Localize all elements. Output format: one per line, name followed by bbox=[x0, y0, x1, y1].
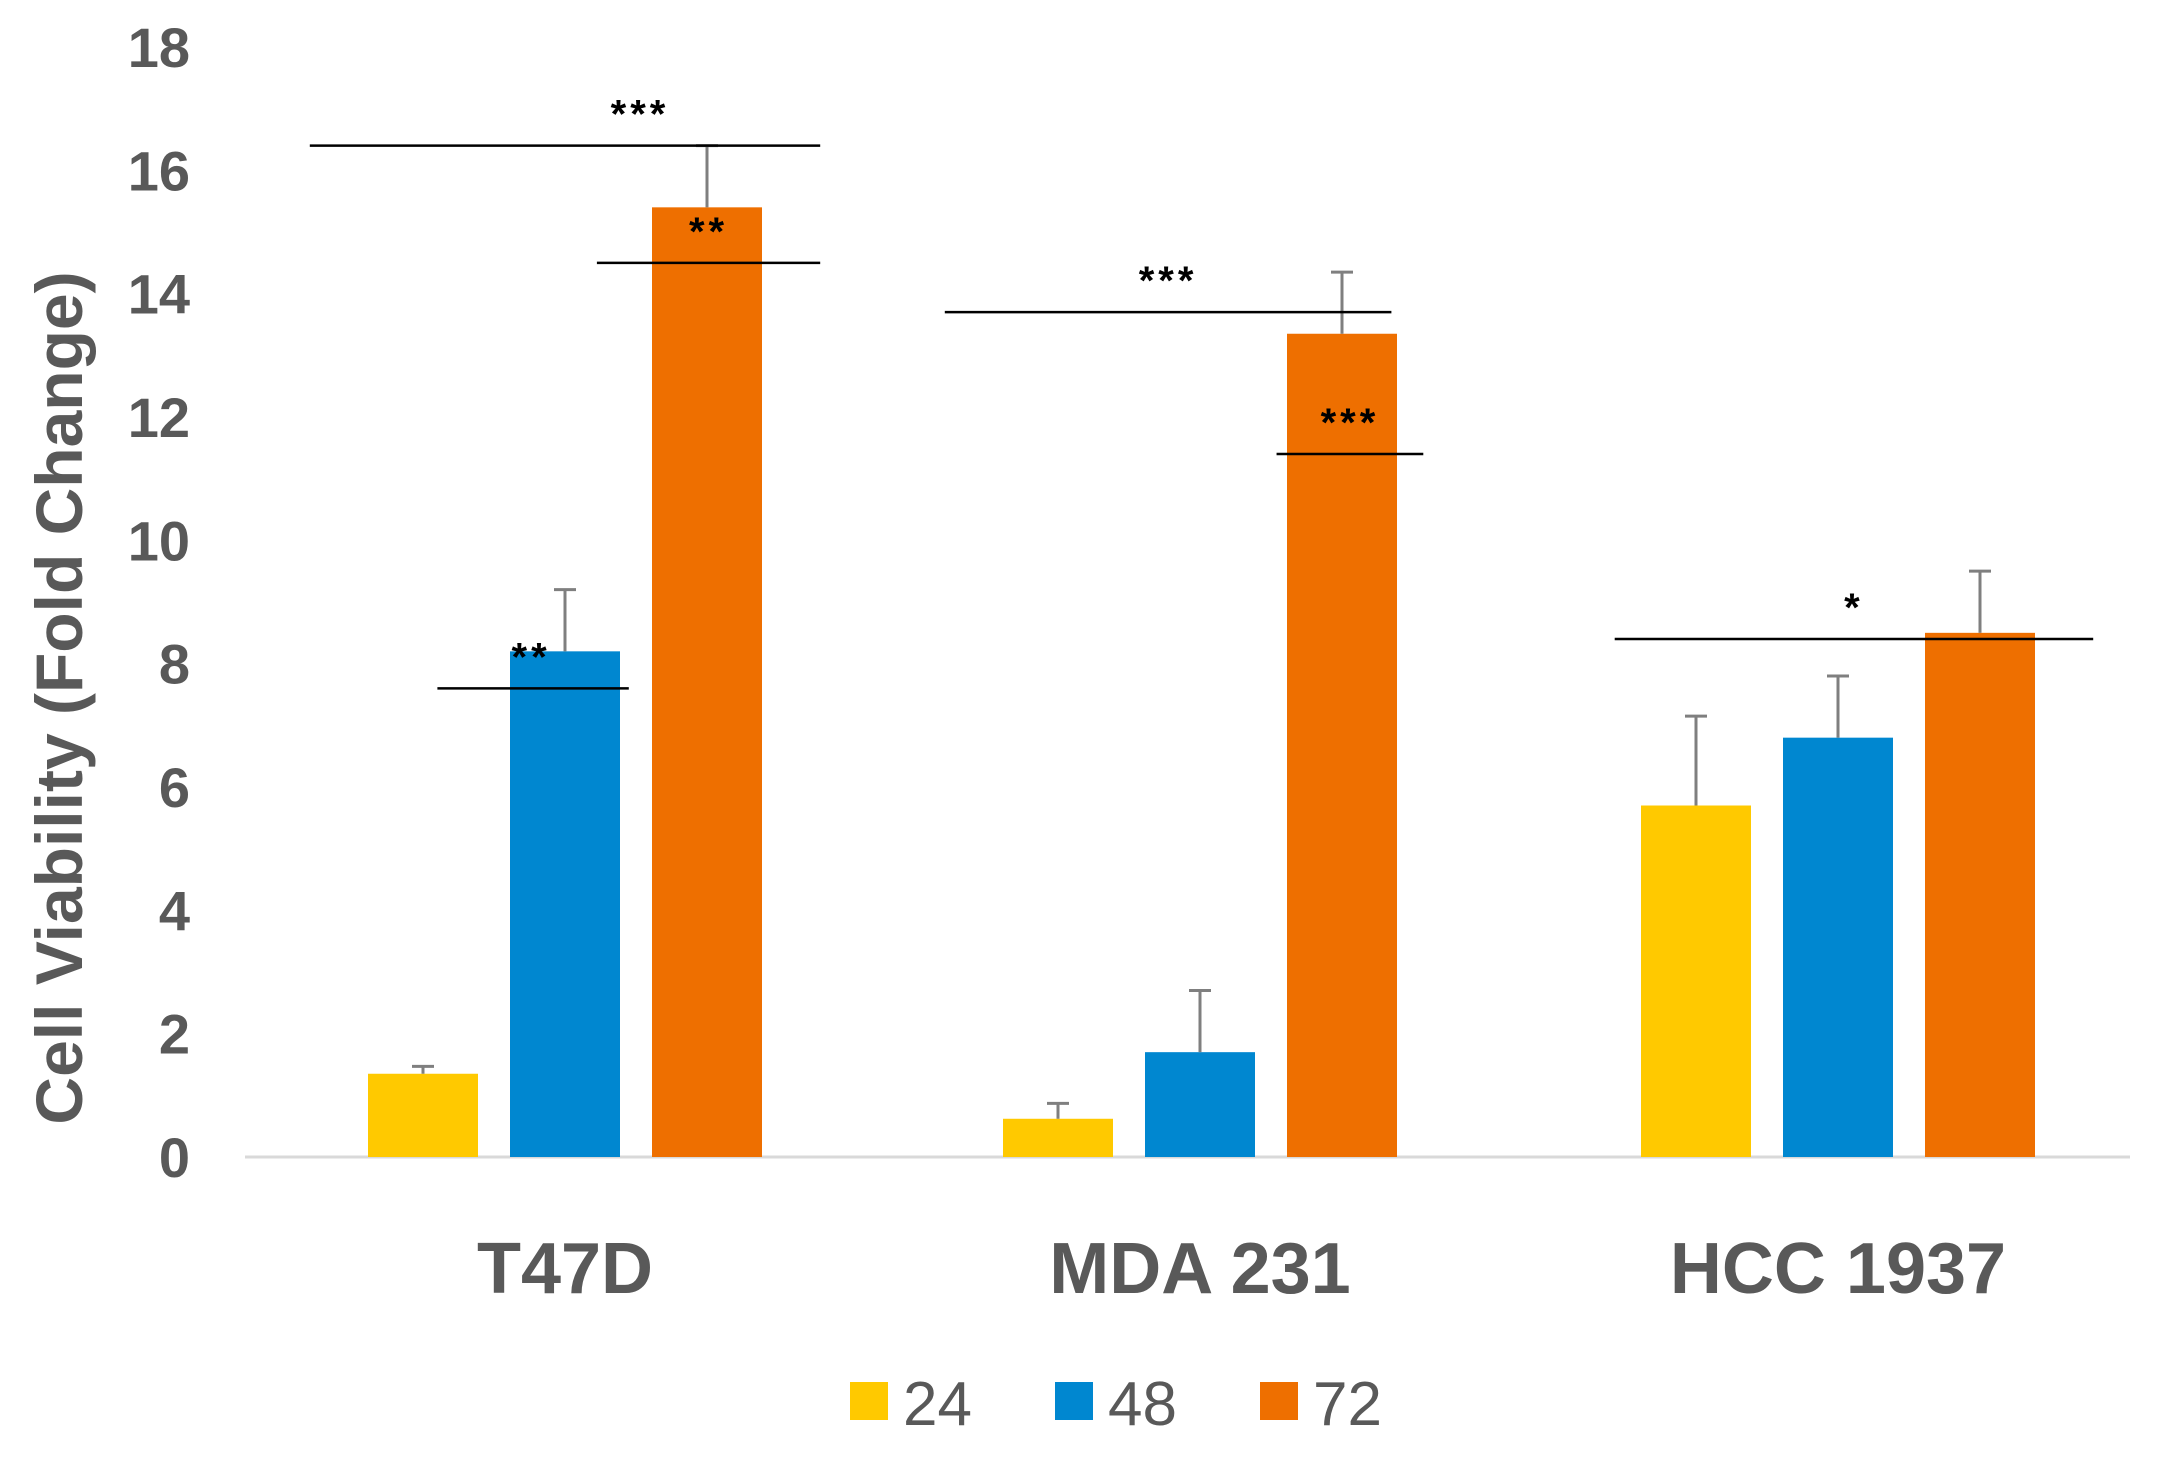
y-tick-label-10: 10 bbox=[128, 509, 190, 572]
bar-48-hcc-1937 bbox=[1783, 737, 1893, 1157]
legend-label-72: 72 bbox=[1313, 1370, 1382, 1439]
y-tick-label-8: 8 bbox=[159, 633, 190, 696]
bar-48-t47d bbox=[510, 651, 620, 1157]
significance-label-5: * bbox=[1844, 586, 1864, 630]
significance-label-4: *** bbox=[1321, 401, 1380, 445]
bar-72-mda-231 bbox=[1287, 333, 1397, 1157]
y-axis-ticks: 0 2 4 6 8 10 12 14 16 18 bbox=[128, 16, 190, 1189]
legend-swatch-48 bbox=[1055, 1382, 1093, 1420]
y-tick-label-4: 4 bbox=[159, 879, 190, 942]
legend-label-24: 24 bbox=[903, 1370, 972, 1439]
y-tick-label-2: 2 bbox=[159, 1003, 190, 1066]
legend-swatch-72 bbox=[1260, 1382, 1298, 1420]
bar-24-mda-231 bbox=[1003, 1118, 1113, 1157]
bars bbox=[368, 144, 2035, 1158]
bar-24-hcc-1937 bbox=[1641, 805, 1751, 1157]
significance-label-0: *** bbox=[611, 93, 670, 137]
category-label-t47d: T47D bbox=[477, 1229, 653, 1309]
y-tick-label-14: 14 bbox=[128, 263, 190, 326]
y-tick-label-18: 18 bbox=[128, 16, 190, 79]
legend: 24 48 72 bbox=[850, 1370, 1382, 1439]
significance-label-1: ** bbox=[689, 210, 728, 254]
bar-48-mda-231 bbox=[1145, 1052, 1255, 1157]
category-label-mda-231: MDA 231 bbox=[1049, 1229, 1350, 1309]
y-axis-title: Cell Viability (Fold Change) bbox=[22, 271, 96, 1124]
y-tick-label-12: 12 bbox=[128, 386, 190, 449]
significance-annotations: ************** bbox=[309, 93, 2094, 690]
legend-label-48: 48 bbox=[1108, 1370, 1177, 1439]
y-tick-label-0: 0 bbox=[159, 1126, 190, 1189]
legend-swatch-24 bbox=[850, 1382, 888, 1420]
y-tick-label-16: 16 bbox=[128, 139, 190, 202]
category-labels: T47D MDA 231 HCC 1937 bbox=[477, 1229, 2006, 1309]
significance-label-3: *** bbox=[1139, 259, 1198, 303]
bar-72-t47d bbox=[652, 207, 762, 1158]
bar-72-hcc-1937 bbox=[1925, 632, 2035, 1157]
y-tick-label-6: 6 bbox=[159, 756, 190, 819]
category-label-hcc-1937: HCC 1937 bbox=[1670, 1229, 2006, 1309]
significance-label-2: ** bbox=[512, 635, 551, 679]
bar-24-t47d bbox=[368, 1073, 478, 1157]
